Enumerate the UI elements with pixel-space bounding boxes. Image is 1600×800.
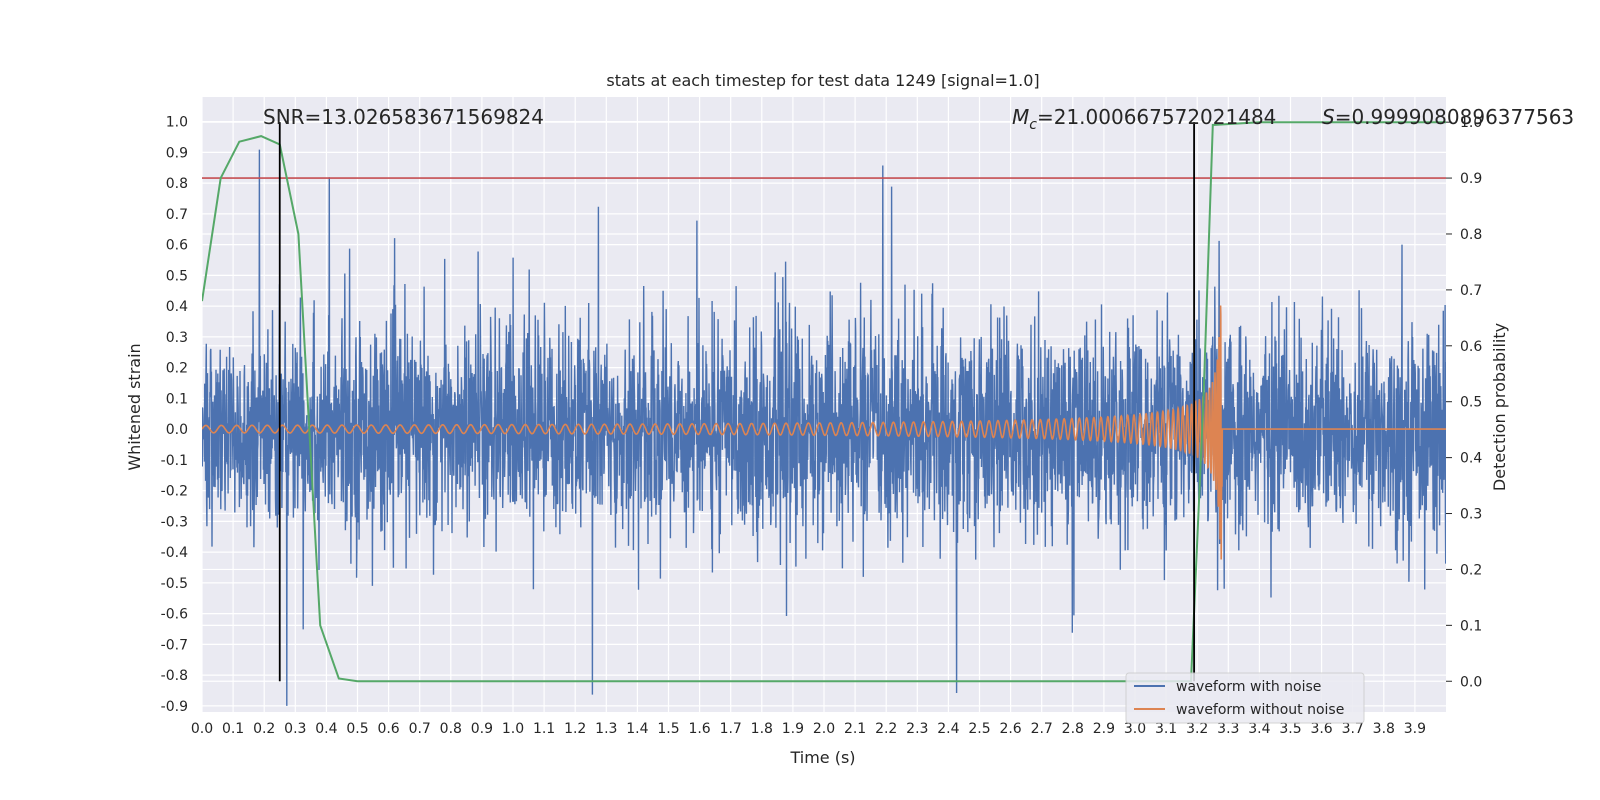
x-tick-label: 1.7 (720, 721, 742, 737)
right-y-tick-label: 0.1 (1460, 618, 1482, 634)
x-tick-label: 2.5 (968, 721, 990, 737)
right-y-tick-label: 0.0 (1460, 674, 1482, 690)
y-axis-label: Whitened strain (125, 343, 144, 470)
x-tick-label: 0.7 (409, 721, 431, 737)
x-tick-label: 0.2 (253, 721, 275, 737)
x-tick-label: 1.3 (595, 721, 617, 737)
y-tick-label: -0.6 (161, 607, 188, 623)
y-tick-label: 1.0 (166, 115, 188, 131)
right-y-tick-label: 1.0 (1460, 115, 1482, 131)
x-tick-label: 0.4 (315, 721, 337, 737)
chirp-mass-value: =21.000667572021484 (1037, 105, 1276, 129)
legend-label-waveform-with-noise: waveform with noise (1176, 679, 1321, 695)
x-tick-label: 3.2 (1186, 721, 1208, 737)
right-y-tick-label: 0.6 (1460, 339, 1482, 355)
y-tick-label: -0.2 (161, 484, 188, 500)
y-tick-label: 0.2 (166, 361, 188, 377)
x-tick-label: 3.1 (1155, 721, 1177, 737)
right-axis-ticks: 0.0 0.1 0.2 0.3 0.4 0.5 0.6 0.7 0.8 0.9 1.0 (1446, 115, 1482, 690)
series-waveform-with-noise (202, 149, 1446, 706)
y-tick-label: 0.9 (166, 145, 188, 161)
x-axis-label: Time (s) (789, 748, 855, 767)
x-tick-label: 3.4 (1248, 721, 1270, 737)
chirp-mass-symbol: M (1012, 105, 1029, 129)
x-tick-label: 3.5 (1279, 721, 1301, 737)
x-tick-label: 2.9 (1093, 721, 1115, 737)
x-tick-label: 1.9 (782, 721, 804, 737)
s-annotation: S=0.9999080896377563 (1322, 105, 1574, 129)
y-tick-label: -0.5 (161, 576, 188, 592)
x-axis-ticks: 0.0 0.1 0.2 0.3 0.4 0.5 0.6 0.7 0.8 0.9 1.0 1.1 1.2 1… (191, 721, 1426, 737)
y-tick-label: -0.3 (161, 514, 188, 530)
x-tick-label: 2.6 (999, 721, 1021, 737)
y-tick-label: -0.1 (161, 453, 188, 469)
x-tick-label: 1.0 (502, 721, 524, 737)
x-tick-label: 0.8 (440, 721, 462, 737)
x-tick-label: 0.5 (346, 721, 368, 737)
right-y-axis-label: Detection probability (1490, 323, 1509, 491)
x-tick-label: 1.2 (564, 721, 586, 737)
right-y-tick-label: 0.2 (1460, 562, 1482, 578)
y-tick-label: 0.7 (166, 207, 188, 223)
y-tick-label: 0.4 (166, 299, 188, 315)
x-tick-label: 2.7 (1031, 721, 1053, 737)
snr-annotation: SNR=13.026583671569824 (263, 105, 544, 129)
y-tick-label: 0.6 (166, 238, 188, 254)
series-detection-probability (202, 121, 1446, 683)
data-layer (202, 121, 1446, 706)
y-tick-label: -0.7 (161, 637, 188, 653)
y-tick-label: -0.4 (161, 545, 188, 561)
x-tick-label: 0.9 (471, 721, 493, 737)
left-axis-ticks: -0.9 -0.8 -0.7 -0.6 -0.5 -0.4 -0.3 -0.2 -0.1 0.0 0… (161, 115, 188, 715)
x-tick-label: 1.4 (626, 721, 648, 737)
x-tick-label: 3.6 (1310, 721, 1332, 737)
x-tick-label: 2.2 (875, 721, 897, 737)
right-y-tick-label: 0.7 (1460, 283, 1482, 299)
x-tick-label: 2.4 (937, 721, 959, 737)
x-tick-label: 1.6 (688, 721, 710, 737)
x-tick-label: 0.1 (222, 721, 244, 737)
x-tick-label: 2.3 (906, 721, 928, 737)
s-symbol: S (1322, 105, 1335, 129)
x-tick-label: 3.7 (1342, 721, 1364, 737)
s-value: =0.9999080896377563 (1335, 105, 1574, 129)
series-waveform-without-noise (202, 305, 1446, 560)
x-tick-label: 3.3 (1217, 721, 1239, 737)
y-tick-label: -0.8 (161, 668, 188, 684)
right-y-tick-label: 0.4 (1460, 451, 1482, 467)
right-y-tick-label: 0.3 (1460, 507, 1482, 523)
x-tick-label: 3.8 (1373, 721, 1395, 737)
x-tick-label: 3.0 (1124, 721, 1146, 737)
x-tick-label: 3.9 (1404, 721, 1426, 737)
x-tick-label: 0.3 (284, 721, 306, 737)
y-tick-label: 0.0 (166, 422, 188, 438)
y-tick-label: 0.8 (166, 176, 188, 192)
y-tick-label: -0.9 (161, 699, 188, 715)
y-tick-label: 0.3 (166, 330, 188, 346)
x-tick-label: 2.0 (813, 721, 835, 737)
x-tick-label: 2.8 (1062, 721, 1084, 737)
right-y-tick-label: 0.9 (1460, 171, 1482, 187)
chirp-mass-annotation: Mc=21.000667572021484 (1012, 105, 1276, 133)
y-tick-label: 0.1 (166, 391, 188, 407)
chart-title: stats at each timestep for test data 124… (606, 71, 1039, 90)
legend-box (1125, 672, 1365, 724)
x-tick-label: 0.6 (377, 721, 399, 737)
y-tick-label: 0.5 (166, 268, 188, 284)
legend-label-waveform-without-noise: waveform without noise (1176, 702, 1344, 718)
x-tick-label: 1.5 (657, 721, 679, 737)
right-y-tick-label: 0.8 (1460, 227, 1482, 243)
legend: waveform with noise waveform without noi… (1125, 672, 1365, 724)
x-tick-label: 1.8 (751, 721, 773, 737)
x-tick-label: 0.0 (191, 721, 213, 737)
chirp-mass-subscript: c (1029, 117, 1037, 133)
x-tick-label: 1.1 (533, 721, 555, 737)
x-tick-label: 2.1 (844, 721, 866, 737)
right-y-tick-label: 0.5 (1460, 395, 1482, 411)
